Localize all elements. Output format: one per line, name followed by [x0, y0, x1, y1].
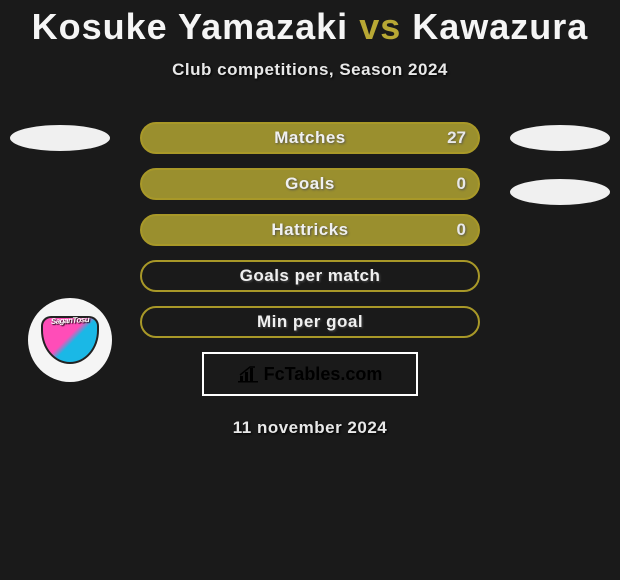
stat-label: Hattricks — [271, 220, 348, 240]
stats-area: SaganTosu Matches27Goals0Hattricks0Goals… — [0, 122, 620, 338]
stat-value-right: 0 — [457, 220, 466, 240]
stat-row: Hattricks 0 — [0, 214, 620, 246]
stat-row: Goals 0 — [0, 168, 620, 200]
subtitle: Club competitions, Season 2024 — [0, 60, 620, 80]
fctables-watermark: FcTables.com — [202, 352, 418, 396]
stat-bar: Goals 0 — [140, 168, 480, 200]
stat-label: Matches — [274, 128, 346, 148]
stat-row: Min per goal — [0, 306, 620, 338]
stat-value-right: 0 — [457, 174, 466, 194]
stat-bar: Goals per match — [140, 260, 480, 292]
stat-label: Min per goal — [257, 312, 363, 332]
title-player2: Kawazura — [412, 6, 588, 47]
stat-label: Goals — [285, 174, 335, 194]
title-vs: vs — [359, 6, 401, 47]
page-title: Kosuke Yamazaki vs Kawazura — [0, 0, 620, 48]
infographic-container: Kosuke Yamazaki vs Kawazura Club competi… — [0, 0, 620, 438]
bar-chart-icon — [238, 365, 260, 383]
stat-row: Matches 27 — [0, 122, 620, 154]
stat-label: Goals per match — [240, 266, 381, 286]
date-label: 11 november 2024 — [0, 418, 620, 438]
stat-bar: Min per goal — [140, 306, 480, 338]
stat-row: Goals per match — [0, 260, 620, 292]
fctables-label: FcTables.com — [264, 364, 383, 385]
title-player1: Kosuke Yamazaki — [32, 6, 349, 47]
stat-bar: Hattricks 0 — [140, 214, 480, 246]
stat-value-right: 27 — [447, 128, 466, 148]
stat-bar: Matches 27 — [140, 122, 480, 154]
